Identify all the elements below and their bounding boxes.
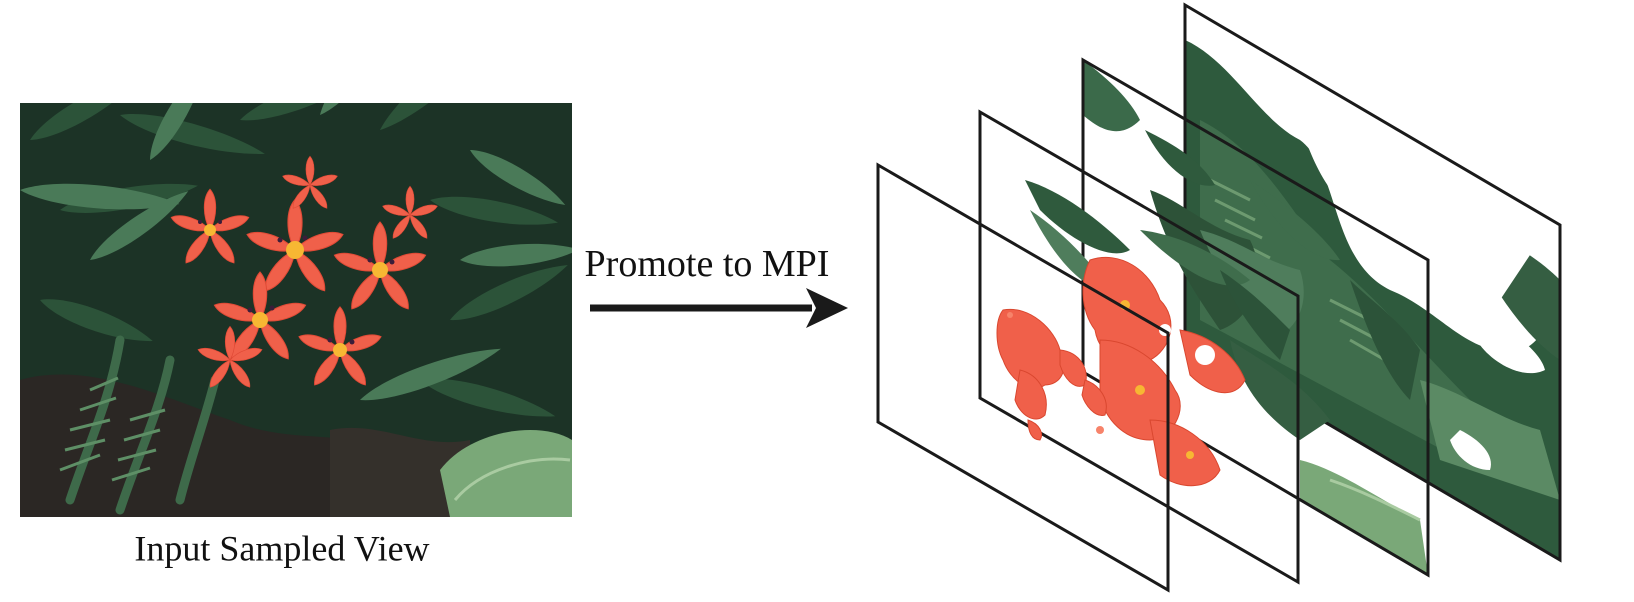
- mpi-plane-3: [1081, 57, 1430, 578]
- input-view-caption: Input Sampled View: [134, 529, 429, 569]
- promote-arrow: [590, 288, 848, 328]
- arrow-label: Promote to MPI: [585, 243, 830, 285]
- mpi-plane-1: [876, 162, 1170, 593]
- input-view-photo: [20, 103, 572, 517]
